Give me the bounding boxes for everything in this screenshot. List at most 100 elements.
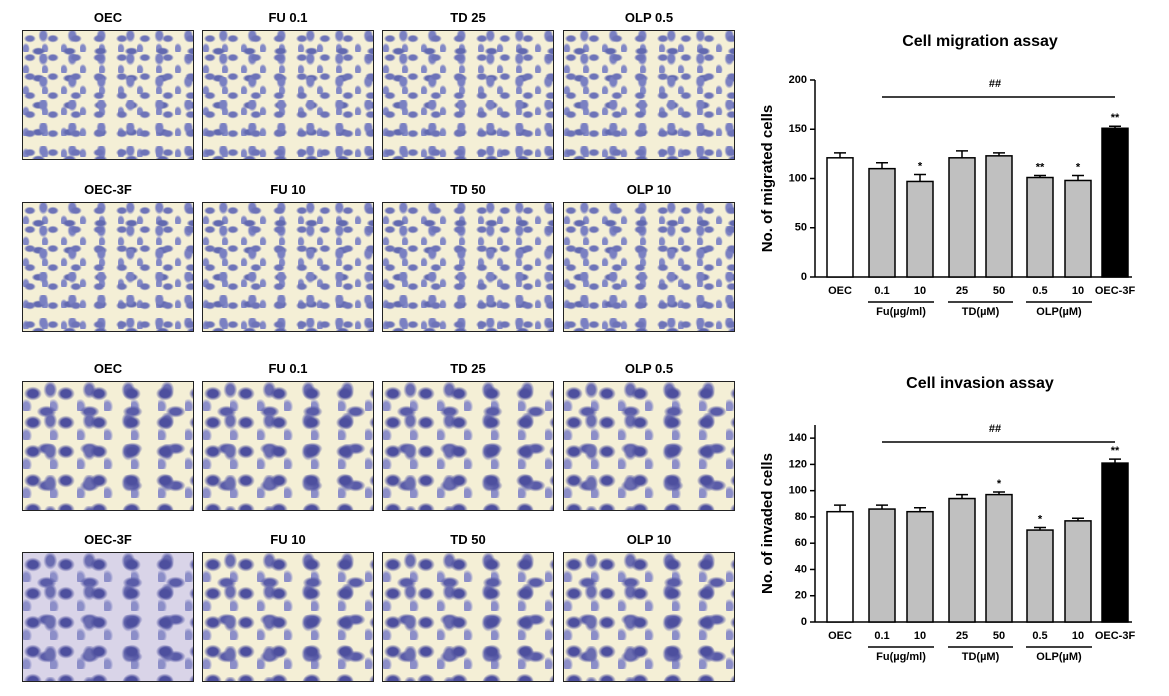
group-label: OLP(µM) — [1036, 306, 1082, 318]
significance-star: * — [997, 478, 1002, 490]
x-tick-label: 25 — [956, 630, 968, 642]
group-label: TD(µM) — [962, 306, 1000, 318]
error-bar — [876, 504, 888, 510]
x-tick-label: 0.1 — [874, 630, 889, 642]
panel-label: OEC-3F — [84, 532, 132, 547]
y-axis-label: No. of invaded cells — [759, 453, 776, 594]
micrograph — [202, 552, 374, 682]
bar — [985, 155, 1013, 278]
error-bar — [834, 152, 846, 158]
y-tick-label: 100 — [789, 172, 807, 184]
y-tick-label: 50 — [795, 222, 807, 234]
error-bar — [1109, 125, 1121, 129]
micrograph — [202, 202, 374, 332]
panel-label: FU 10 — [270, 532, 306, 547]
panel-label: OEC — [93, 10, 123, 25]
significance-star: * — [1076, 161, 1081, 173]
error-bar — [834, 504, 846, 512]
x-tick-label: 50 — [993, 285, 1005, 297]
x-tick-label: 25 — [956, 285, 968, 297]
micrograph — [202, 381, 374, 511]
bar — [906, 180, 934, 278]
error-bar — [876, 161, 888, 169]
group-label: OLP(µM) — [1036, 651, 1082, 663]
error-bar — [1072, 174, 1084, 181]
panel-label: TD 25 — [450, 361, 486, 376]
error-bar — [956, 493, 968, 499]
panel-label: TD 50 — [450, 532, 486, 547]
bar — [826, 157, 854, 278]
panel-label: OLP 10 — [626, 532, 672, 547]
y-tick-label: 20 — [795, 590, 807, 602]
micrograph — [563, 381, 735, 511]
panel-label: FU 0.1 — [268, 361, 308, 376]
y-tick-label: 120 — [789, 458, 807, 470]
y-tick-label: 200 — [789, 74, 807, 86]
bar — [1064, 179, 1092, 278]
group-label: Fu(µg/ml) — [876, 651, 926, 663]
y-tick-label: 0 — [801, 616, 807, 628]
bar — [868, 167, 896, 278]
micrograph — [382, 381, 554, 511]
x-tick-label: OEC — [828, 285, 852, 297]
micrograph — [22, 381, 194, 511]
x-tick-label: 10 — [914, 630, 926, 642]
x-tick-label: 10 — [1072, 630, 1084, 642]
error-bar — [1034, 174, 1046, 178]
panel-label: FU 10 — [270, 182, 306, 197]
group-label: TD(µM) — [962, 651, 1000, 663]
group-label: Fu(µg/ml) — [876, 306, 926, 318]
micrograph — [563, 30, 735, 160]
y-tick-label: 150 — [789, 123, 807, 135]
y-tick-label: 40 — [795, 563, 807, 575]
error-bar — [914, 506, 926, 512]
micrograph — [382, 552, 554, 682]
micrograph — [22, 552, 194, 682]
bar — [948, 497, 976, 623]
y-tick-label: 140 — [789, 432, 807, 444]
x-tick-label: OEC-3F — [1095, 630, 1136, 642]
x-tick-label: 10 — [1072, 285, 1084, 297]
x-tick-label: OEC — [828, 630, 852, 642]
bar — [906, 510, 934, 623]
x-tick-label: 0.1 — [874, 285, 889, 297]
micrograph — [563, 552, 735, 682]
bar — [1101, 127, 1129, 278]
bar — [1064, 520, 1092, 623]
bar — [826, 510, 854, 623]
micrograph — [202, 30, 374, 160]
y-axis-label: No. of migrated cells — [759, 105, 776, 253]
chart-title: Cell migration assay — [902, 33, 1058, 50]
error-bar — [914, 173, 926, 182]
y-tick-label: 100 — [789, 485, 807, 497]
significance-star: * — [918, 160, 923, 172]
error-bar — [1109, 458, 1121, 464]
error-bar — [993, 491, 1005, 495]
panel-label: TD 50 — [450, 182, 486, 197]
error-bar — [993, 152, 1005, 156]
bar — [1101, 462, 1129, 623]
y-tick-label: 0 — [801, 271, 807, 283]
significance-label: ## — [989, 423, 1001, 435]
error-bar — [1072, 517, 1084, 521]
bar — [868, 508, 896, 623]
panel-label: FU 0.1 — [268, 10, 308, 25]
micrograph — [382, 202, 554, 332]
panel-label: OEC — [93, 361, 123, 376]
micrograph — [22, 30, 194, 160]
micrograph — [382, 30, 554, 160]
x-tick-label: 50 — [993, 630, 1005, 642]
error-bar — [956, 150, 968, 158]
panel-label: OLP 0.5 — [624, 10, 674, 25]
panel-label: OEC-3F — [84, 182, 132, 197]
bar — [948, 157, 976, 278]
y-tick-label: 60 — [795, 537, 807, 549]
panel-label: OLP 10 — [626, 182, 672, 197]
x-tick-label: 0.5 — [1032, 630, 1047, 642]
bar — [985, 493, 1013, 623]
x-tick-label: 0.5 — [1032, 285, 1047, 297]
bar — [1026, 176, 1054, 278]
micrograph — [22, 202, 194, 332]
significance-star: * — [1038, 513, 1043, 525]
